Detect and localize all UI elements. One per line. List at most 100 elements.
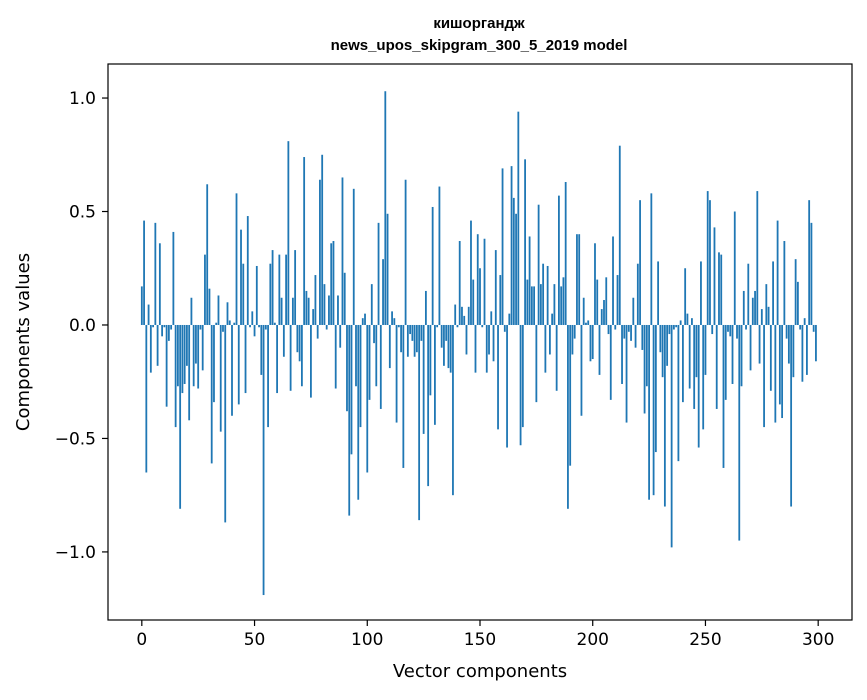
- bar: [328, 295, 330, 325]
- bar: [539, 284, 542, 325]
- bar: [488, 324, 490, 355]
- bar: [621, 324, 623, 384]
- bar: [682, 324, 684, 403]
- bar: [772, 261, 774, 325]
- bar: [424, 290, 427, 325]
- bar: [508, 313, 511, 325]
- bar: [165, 324, 168, 407]
- bar: [361, 318, 364, 325]
- bar: [526, 279, 529, 325]
- bar: [709, 200, 711, 325]
- bar: [537, 204, 540, 325]
- bar: [492, 324, 495, 362]
- bar: [670, 324, 673, 548]
- bar: [544, 324, 547, 373]
- bar: [244, 324, 247, 394]
- bar: [404, 179, 407, 325]
- bar: [337, 295, 339, 325]
- bar: [413, 324, 416, 357]
- bar: [323, 284, 326, 325]
- bar: [799, 324, 802, 330]
- bar: [233, 322, 236, 325]
- bar: [240, 229, 242, 325]
- bar: [276, 324, 278, 394]
- bar: [420, 324, 423, 341]
- bar: [291, 297, 294, 325]
- bar: [596, 279, 599, 325]
- bar: [648, 324, 650, 500]
- bar: [176, 324, 179, 387]
- bar: [334, 324, 337, 389]
- bar: [204, 254, 206, 325]
- bar: [208, 288, 211, 325]
- bar: [314, 275, 317, 325]
- bar: [147, 304, 150, 325]
- bar: [745, 324, 747, 330]
- plot-frame: [107, 63, 853, 621]
- bar: [472, 279, 475, 325]
- bar: [803, 318, 806, 325]
- chart-title: кишоргандж: [433, 15, 525, 32]
- bar: [463, 315, 466, 325]
- bar: [661, 324, 664, 378]
- bar: [422, 324, 425, 434]
- bar: [515, 213, 517, 325]
- bar: [587, 320, 590, 325]
- bar: [179, 324, 182, 509]
- bar: [264, 324, 267, 330]
- bar: [700, 261, 702, 325]
- bar: [722, 324, 725, 468]
- bar: [706, 191, 709, 325]
- bar: [418, 324, 421, 521]
- bar: [506, 324, 508, 448]
- bar: [289, 324, 292, 391]
- bar: [494, 250, 497, 325]
- bar: [321, 154, 324, 325]
- bar: [312, 309, 315, 325]
- bar: [186, 324, 188, 366]
- bar: [300, 324, 303, 387]
- bar: [697, 324, 700, 448]
- bar: [720, 254, 723, 325]
- bar: [156, 324, 159, 366]
- bar: [298, 324, 301, 362]
- bar: [806, 324, 808, 375]
- bar: [213, 324, 215, 403]
- x-tick-label: 0: [136, 630, 147, 650]
- bar: [406, 324, 409, 357]
- bar: [456, 324, 459, 328]
- bar: [170, 324, 173, 330]
- y-axis-label: Components values: [13, 253, 34, 431]
- y-tick-label: −0.5: [55, 429, 96, 449]
- bar: [330, 243, 333, 325]
- bar: [483, 238, 486, 325]
- bar: [533, 286, 536, 325]
- bar: [711, 324, 714, 335]
- bar: [576, 234, 578, 325]
- bar: [747, 263, 750, 325]
- bar: [774, 324, 777, 423]
- bar: [145, 324, 148, 473]
- bar: [738, 324, 741, 541]
- bar: [607, 324, 610, 335]
- bar: [497, 324, 499, 430]
- bar: [731, 324, 734, 384]
- bar: [273, 322, 276, 325]
- bar: [467, 306, 470, 325]
- bar: [742, 290, 745, 325]
- x-tick-label: 300: [802, 630, 834, 650]
- bar: [560, 286, 563, 325]
- x-tick-label: 50: [244, 630, 266, 650]
- bar: [666, 324, 669, 366]
- bar: [352, 188, 355, 325]
- chart-subtitle: news_upos_skipgram_300_5_2019 model: [331, 37, 628, 54]
- bar: [377, 222, 380, 325]
- bar: [535, 324, 538, 403]
- bar: [172, 231, 175, 325]
- bar: [727, 324, 729, 332]
- bar: [296, 324, 299, 353]
- bar: [548, 324, 551, 355]
- bar: [375, 324, 378, 387]
- bar: [702, 324, 705, 430]
- bar: [796, 281, 799, 325]
